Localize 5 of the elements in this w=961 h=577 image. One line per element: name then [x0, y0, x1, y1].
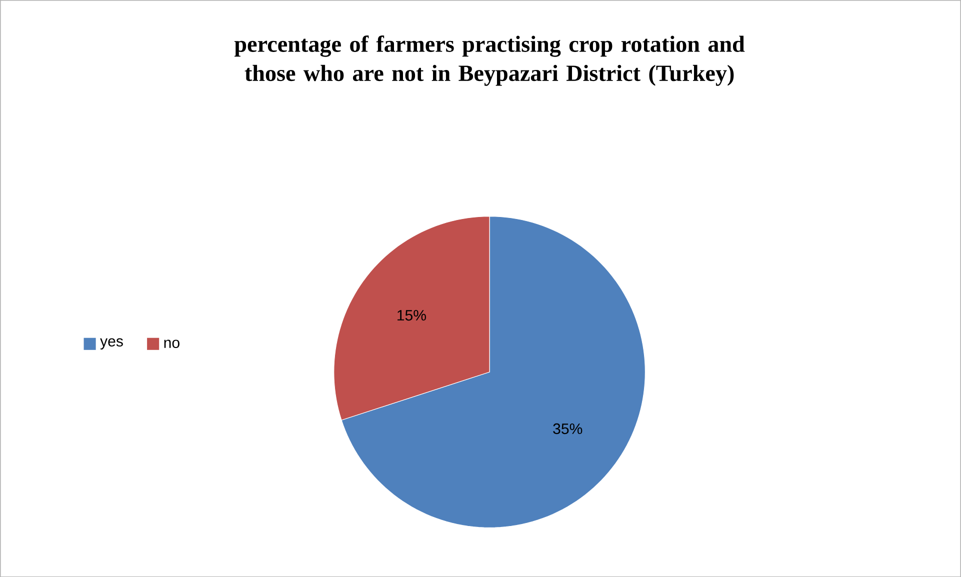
legend-label: no — [164, 340, 180, 348]
data-label: 35% — [553, 423, 582, 434]
legend-label: yes — [100, 338, 123, 350]
data-label: 15% — [398, 310, 426, 320]
chart-title: percentage of farmers practising crop rotation and those who are not in Beypazari District (Turkey) — [234, 35, 745, 86]
